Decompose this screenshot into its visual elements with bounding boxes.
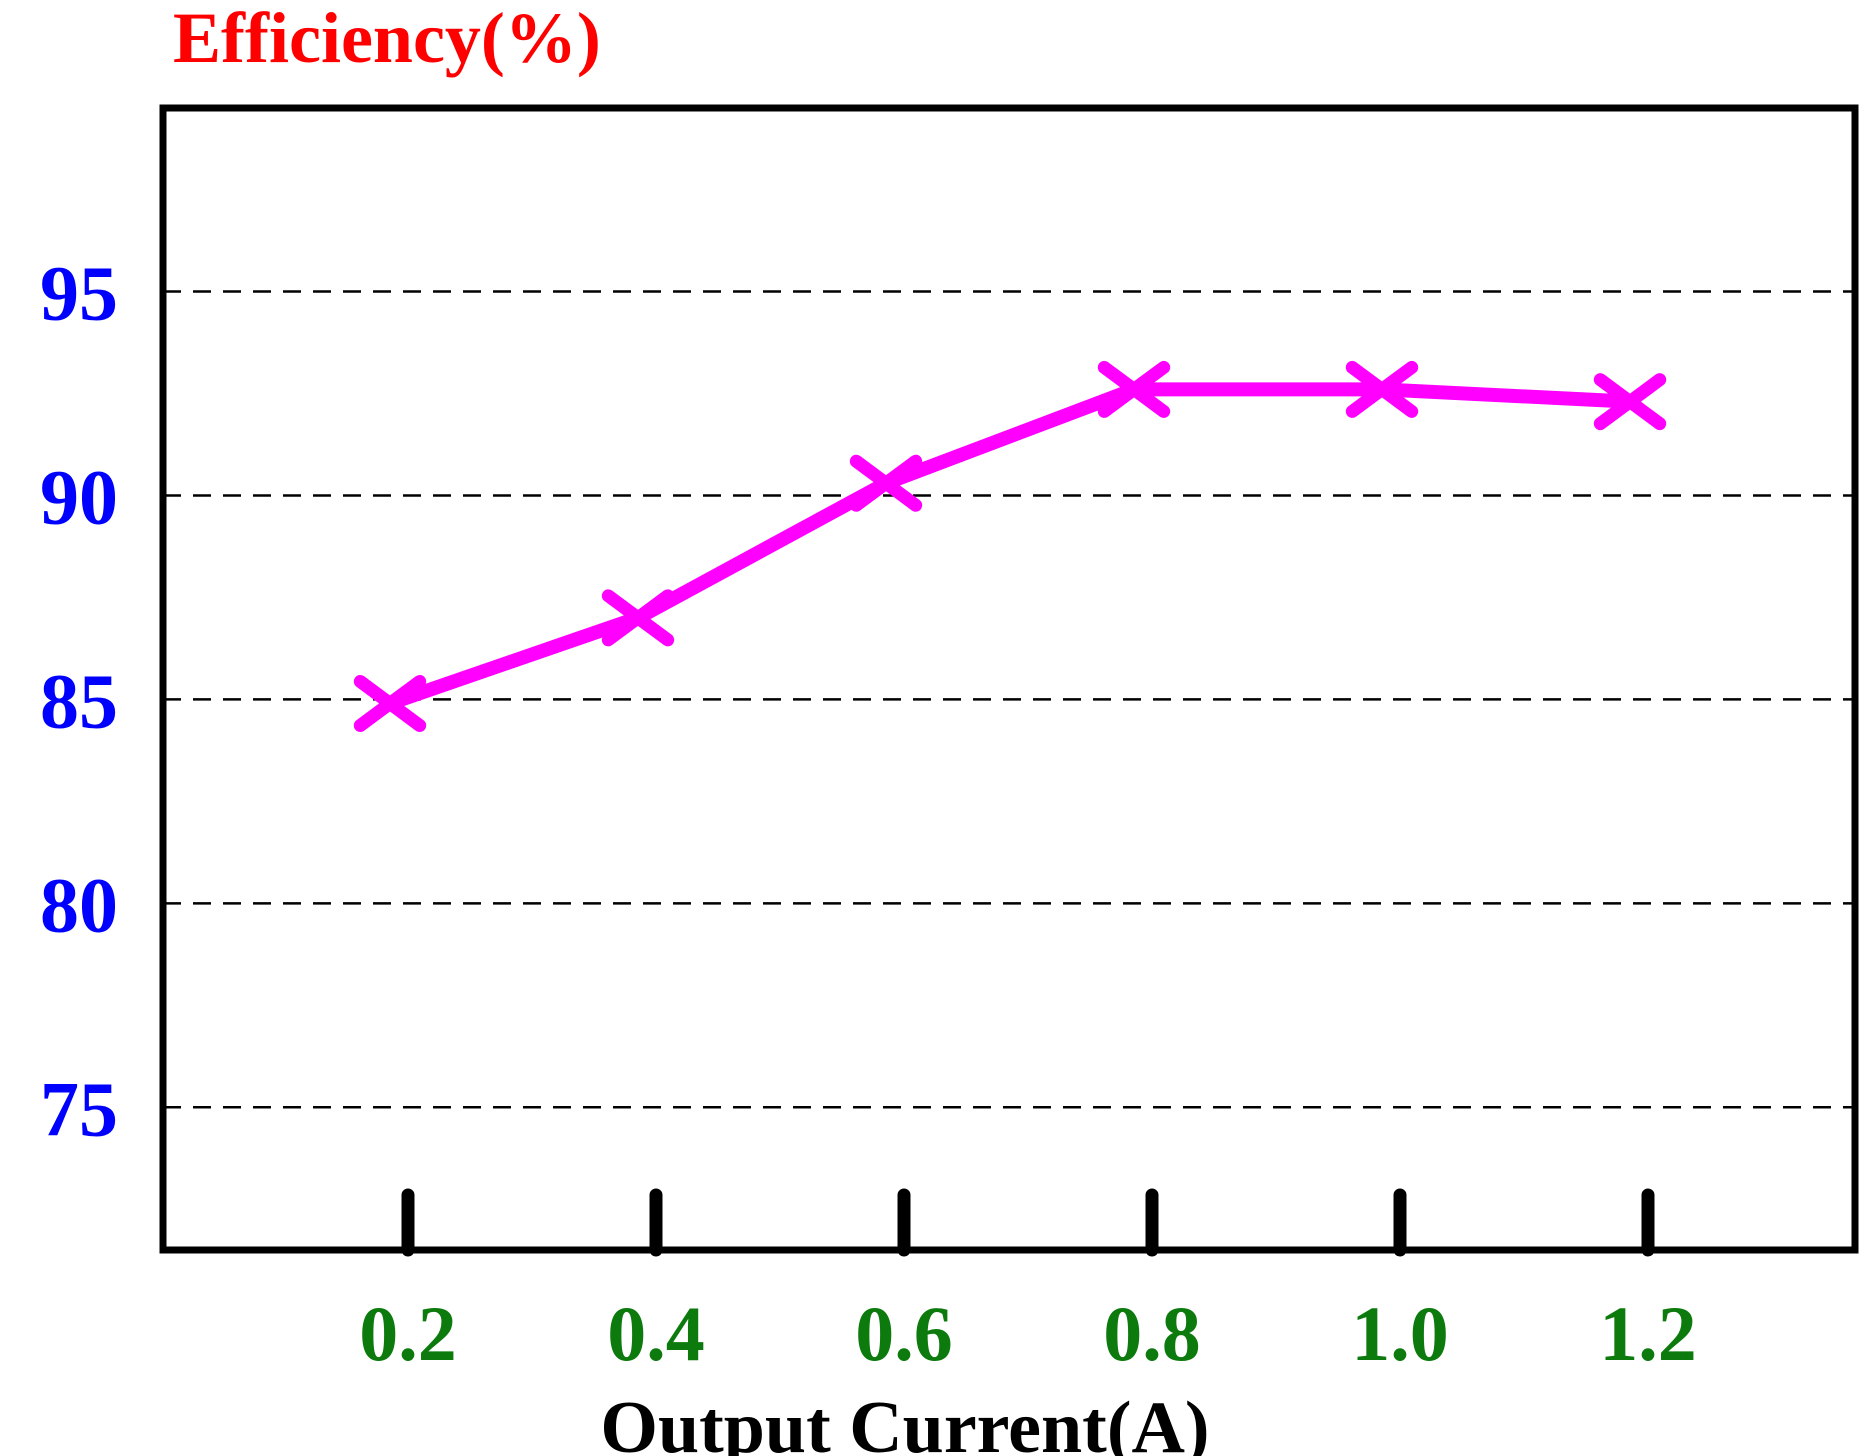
data-point — [1097, 360, 1171, 418]
y-tick-label: 95 — [40, 250, 118, 337]
data-point — [601, 589, 675, 647]
data-point — [1593, 373, 1667, 431]
data-point — [353, 674, 427, 732]
y-tick-label: 80 — [40, 861, 118, 948]
y-tick-label: 85 — [40, 657, 118, 744]
y-tick-label: 90 — [40, 453, 118, 540]
x-axis-title: Output Current(A) — [600, 1387, 1209, 1456]
x-tick-label: 1.2 — [1599, 1290, 1697, 1377]
gridlines — [163, 290, 1855, 1109]
plot-frame — [159, 104, 1859, 1254]
x-tick-label: 0.6 — [855, 1290, 953, 1377]
x-tick-label: 0.2 — [359, 1290, 457, 1377]
x-tick-labels: 0.2 0.4 0.6 0.8 1.0 1.2 — [359, 1290, 1697, 1377]
series-group — [353, 360, 1667, 732]
x-ticks — [401, 1188, 1655, 1257]
series-line — [383, 382, 1637, 711]
y-tick-label: 75 — [40, 1065, 118, 1152]
data-point — [849, 454, 923, 512]
x-tick-label: 0.8 — [1103, 1290, 1201, 1377]
y-tick-labels: 75 80 85 90 95 — [40, 250, 118, 1153]
x-tick-label: 1.0 — [1351, 1290, 1449, 1377]
y-axis-title: Efficiency(%) — [173, 0, 601, 78]
data-point — [1345, 360, 1419, 418]
x-tick-label: 0.4 — [607, 1290, 705, 1377]
